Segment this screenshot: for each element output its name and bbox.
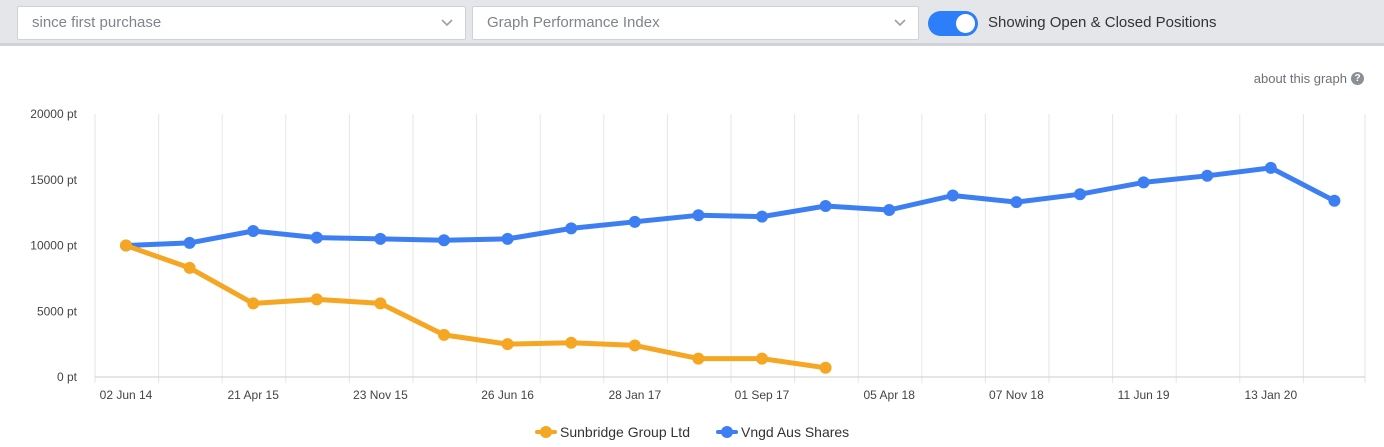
data-point xyxy=(310,231,323,244)
data-point xyxy=(756,352,768,365)
data-point xyxy=(310,293,323,306)
data-point xyxy=(501,338,514,351)
data-point xyxy=(628,339,641,352)
legend-item: Sunbridge Group Ltd xyxy=(535,424,690,440)
data-point xyxy=(374,297,387,310)
chevron-down-icon xyxy=(441,19,453,27)
data-point xyxy=(628,215,641,228)
legend-label: Sunbridge Group Ltd xyxy=(560,424,690,440)
x-tick-label: 05 Apr 18 xyxy=(864,388,916,402)
toolbar: since first purchase Graph Performance I… xyxy=(0,0,1384,46)
toggle-label: Showing Open & Closed Positions xyxy=(988,14,1217,31)
toggle-knob xyxy=(956,14,975,33)
series-line xyxy=(123,165,1337,248)
data-point xyxy=(374,232,387,245)
data-point xyxy=(756,210,768,223)
y-tick-label: 10000 pt xyxy=(30,239,77,253)
data-point xyxy=(1074,188,1086,201)
x-tick-label: 01 Sep 17 xyxy=(735,388,790,402)
data-point xyxy=(247,225,260,238)
data-point xyxy=(1201,169,1214,182)
data-point xyxy=(946,189,959,202)
x-tick-label: 26 Jun 16 xyxy=(481,388,534,402)
x-tick-label: 11 Jun 19 xyxy=(1118,388,1170,402)
chevron-down-icon xyxy=(894,19,906,27)
data-point xyxy=(1137,176,1150,189)
data-point xyxy=(501,232,514,245)
x-tick-label: 23 Nov 15 xyxy=(353,388,408,402)
x-tick-label: 07 Nov 18 xyxy=(989,388,1044,402)
series-sunbridge xyxy=(120,239,832,374)
y-tick-label: 20000 pt xyxy=(30,107,77,121)
graph-metric-select[interactable]: Graph Performance Index xyxy=(472,6,919,40)
data-point xyxy=(247,297,260,310)
series-vngd xyxy=(120,161,1341,252)
data-point xyxy=(883,203,896,216)
legend-label: Vngd Aus Shares xyxy=(741,424,849,440)
series-line xyxy=(123,243,829,371)
graph-metric-value: Graph Performance Index xyxy=(487,14,660,31)
help-icon: ? xyxy=(1351,72,1364,85)
data-point xyxy=(183,236,196,249)
data-point xyxy=(565,222,578,235)
date-range-value: since first purchase xyxy=(32,14,162,31)
data-point xyxy=(1328,194,1341,207)
open-closed-positions-toggle[interactable] xyxy=(928,11,978,36)
data-point xyxy=(692,352,705,365)
y-tick-label: 15000 pt xyxy=(30,173,77,187)
data-point xyxy=(565,336,578,349)
y-tick-label: 0 pt xyxy=(57,370,78,384)
data-point xyxy=(120,239,132,252)
about-this-graph-label: about this graph xyxy=(1253,71,1347,86)
x-tick-label: 28 Jan 17 xyxy=(608,388,661,402)
legend-swatch-dot xyxy=(540,426,552,438)
data-point xyxy=(1264,161,1277,174)
x-tick-label: 13 Jan 20 xyxy=(1244,388,1297,402)
y-tick-label: 5000 pt xyxy=(37,304,78,318)
data-point xyxy=(819,361,832,374)
data-point xyxy=(438,234,450,247)
data-point xyxy=(438,328,450,341)
x-tick-label: 21 Apr 15 xyxy=(228,388,280,402)
data-point xyxy=(1010,196,1023,209)
about-this-graph-link[interactable]: about this graph ? xyxy=(1254,71,1364,86)
legend-swatch-dot xyxy=(721,426,733,438)
legend-item: Vngd Aus Shares xyxy=(716,424,849,440)
x-tick-label: 02 Jun 14 xyxy=(100,388,153,402)
data-point xyxy=(692,209,705,222)
data-point xyxy=(183,261,196,274)
data-point xyxy=(819,200,832,213)
date-range-select[interactable]: since first purchase xyxy=(17,6,466,40)
